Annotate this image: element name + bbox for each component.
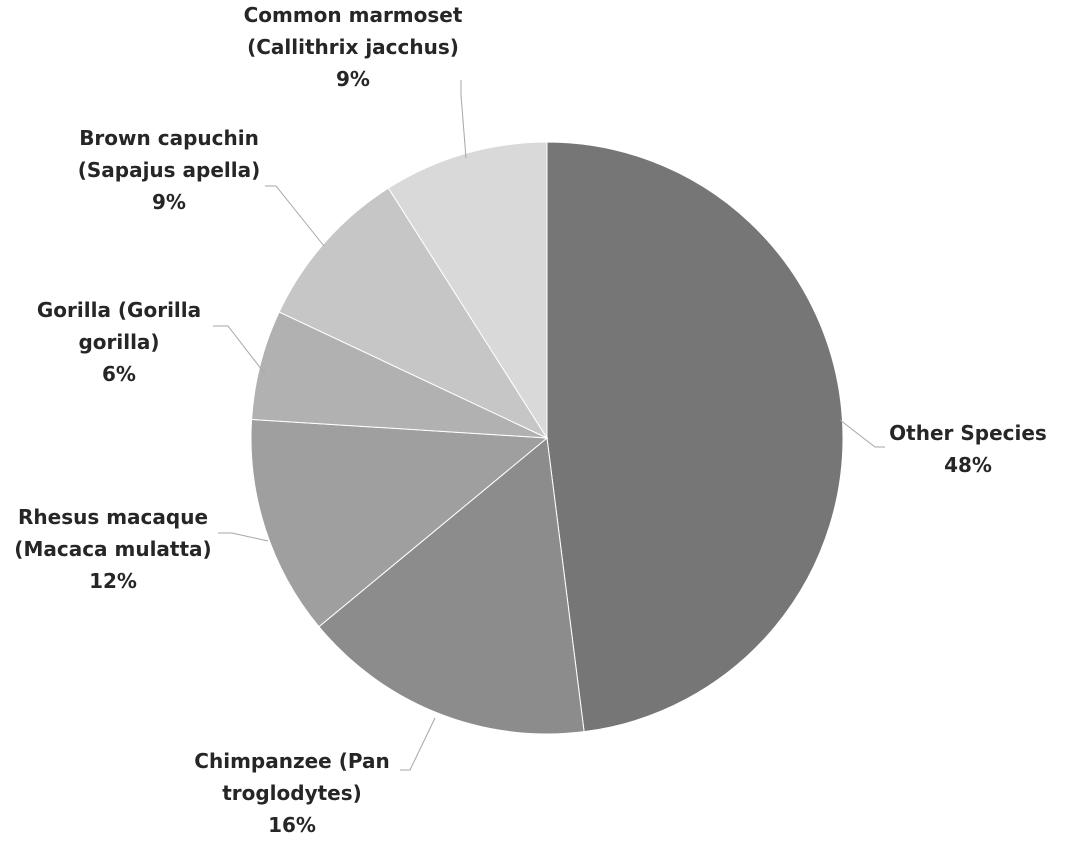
slice-label-4: Brown capuchin (Sapajus apella) 9% — [78, 126, 261, 214]
leader-line-2 — [218, 532, 269, 542]
slice-percent-label: 9% — [152, 190, 186, 214]
slice-category-label: (Callithrix jacchus) — [247, 35, 459, 59]
slice-category-label: Rhesus macaque — [18, 505, 208, 529]
slice-percent-label: 9% — [336, 67, 370, 91]
leader-line-4 — [265, 185, 325, 247]
slice-percent-label: 12% — [89, 569, 137, 593]
slice-category-label: Brown capuchin — [79, 126, 259, 150]
slice-category-label: Other Species — [889, 421, 1047, 445]
slice-percent-label: 16% — [268, 813, 316, 837]
leader-lines — [213, 80, 885, 771]
pie-slice-0 — [546, 141, 844, 733]
slice-category-label: Gorilla (Gorilla — [37, 298, 201, 322]
pie-slice-2 — [250, 418, 549, 628]
leader-line-1 — [400, 717, 436, 771]
slice-label-2: Rhesus macaque (Macaca mulatta) 12% — [14, 505, 211, 593]
slice-percent-label: 48% — [944, 453, 992, 477]
leader-line-5 — [460, 80, 467, 159]
slice-category-label: (Macaca mulatta) — [14, 537, 211, 561]
pie-slice-1 — [318, 437, 585, 735]
slice-category-label: troglodytes) — [222, 781, 362, 805]
slice-category-label: gorilla) — [78, 330, 159, 354]
slice-category-label: Common marmoset — [244, 3, 463, 27]
pie-slice-5 — [387, 141, 548, 440]
slice-label-1: Chimpanzee (Pan troglodytes) 16% — [194, 749, 389, 837]
slice-category-label: (Sapajus apella) — [78, 158, 261, 182]
leader-line-0 — [839, 419, 885, 448]
slice-label-5: Common marmoset (Callithrix jacchus) 9% — [244, 3, 463, 91]
pie-slice-4 — [278, 187, 549, 440]
pie-slices — [250, 141, 844, 735]
slice-labels: Other Species 48% Chimpanzee (Pan troglodyt… — [14, 3, 1047, 837]
slice-percent-label: 6% — [102, 362, 136, 386]
slice-label-3: Gorilla (Gorilla gorilla) 6% — [37, 298, 201, 386]
slice-category-label: Chimpanzee (Pan — [194, 749, 389, 773]
slice-label-0: Other Species 48% — [889, 421, 1047, 477]
leader-line-3 — [213, 325, 266, 375]
